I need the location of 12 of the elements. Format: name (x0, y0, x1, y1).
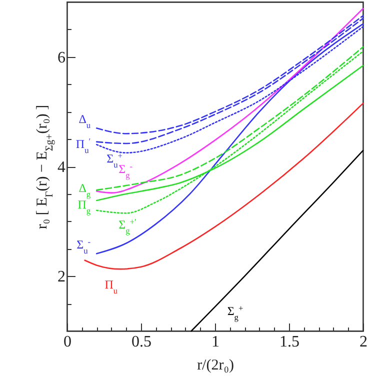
x-tick-label: 2 (360, 334, 368, 350)
x-tick-label: 0 (64, 334, 72, 350)
x-axis-title: r/(2r₀) (197, 358, 234, 374)
y-tick-label: 2 (58, 268, 66, 286)
series-label: Δ$_{u}$ (78, 112, 92, 130)
y-tick-label: 4 (58, 159, 66, 176)
x-tick-label: 0.5 (132, 334, 152, 350)
x-tick-label: 1 (212, 334, 220, 350)
y-tick-label: 6 (58, 49, 66, 66)
series-label: Δ$_{g}$ (78, 181, 92, 199)
x-tick-label: 1.5 (280, 334, 300, 350)
series-label: Π$_{u}$ (104, 277, 118, 295)
